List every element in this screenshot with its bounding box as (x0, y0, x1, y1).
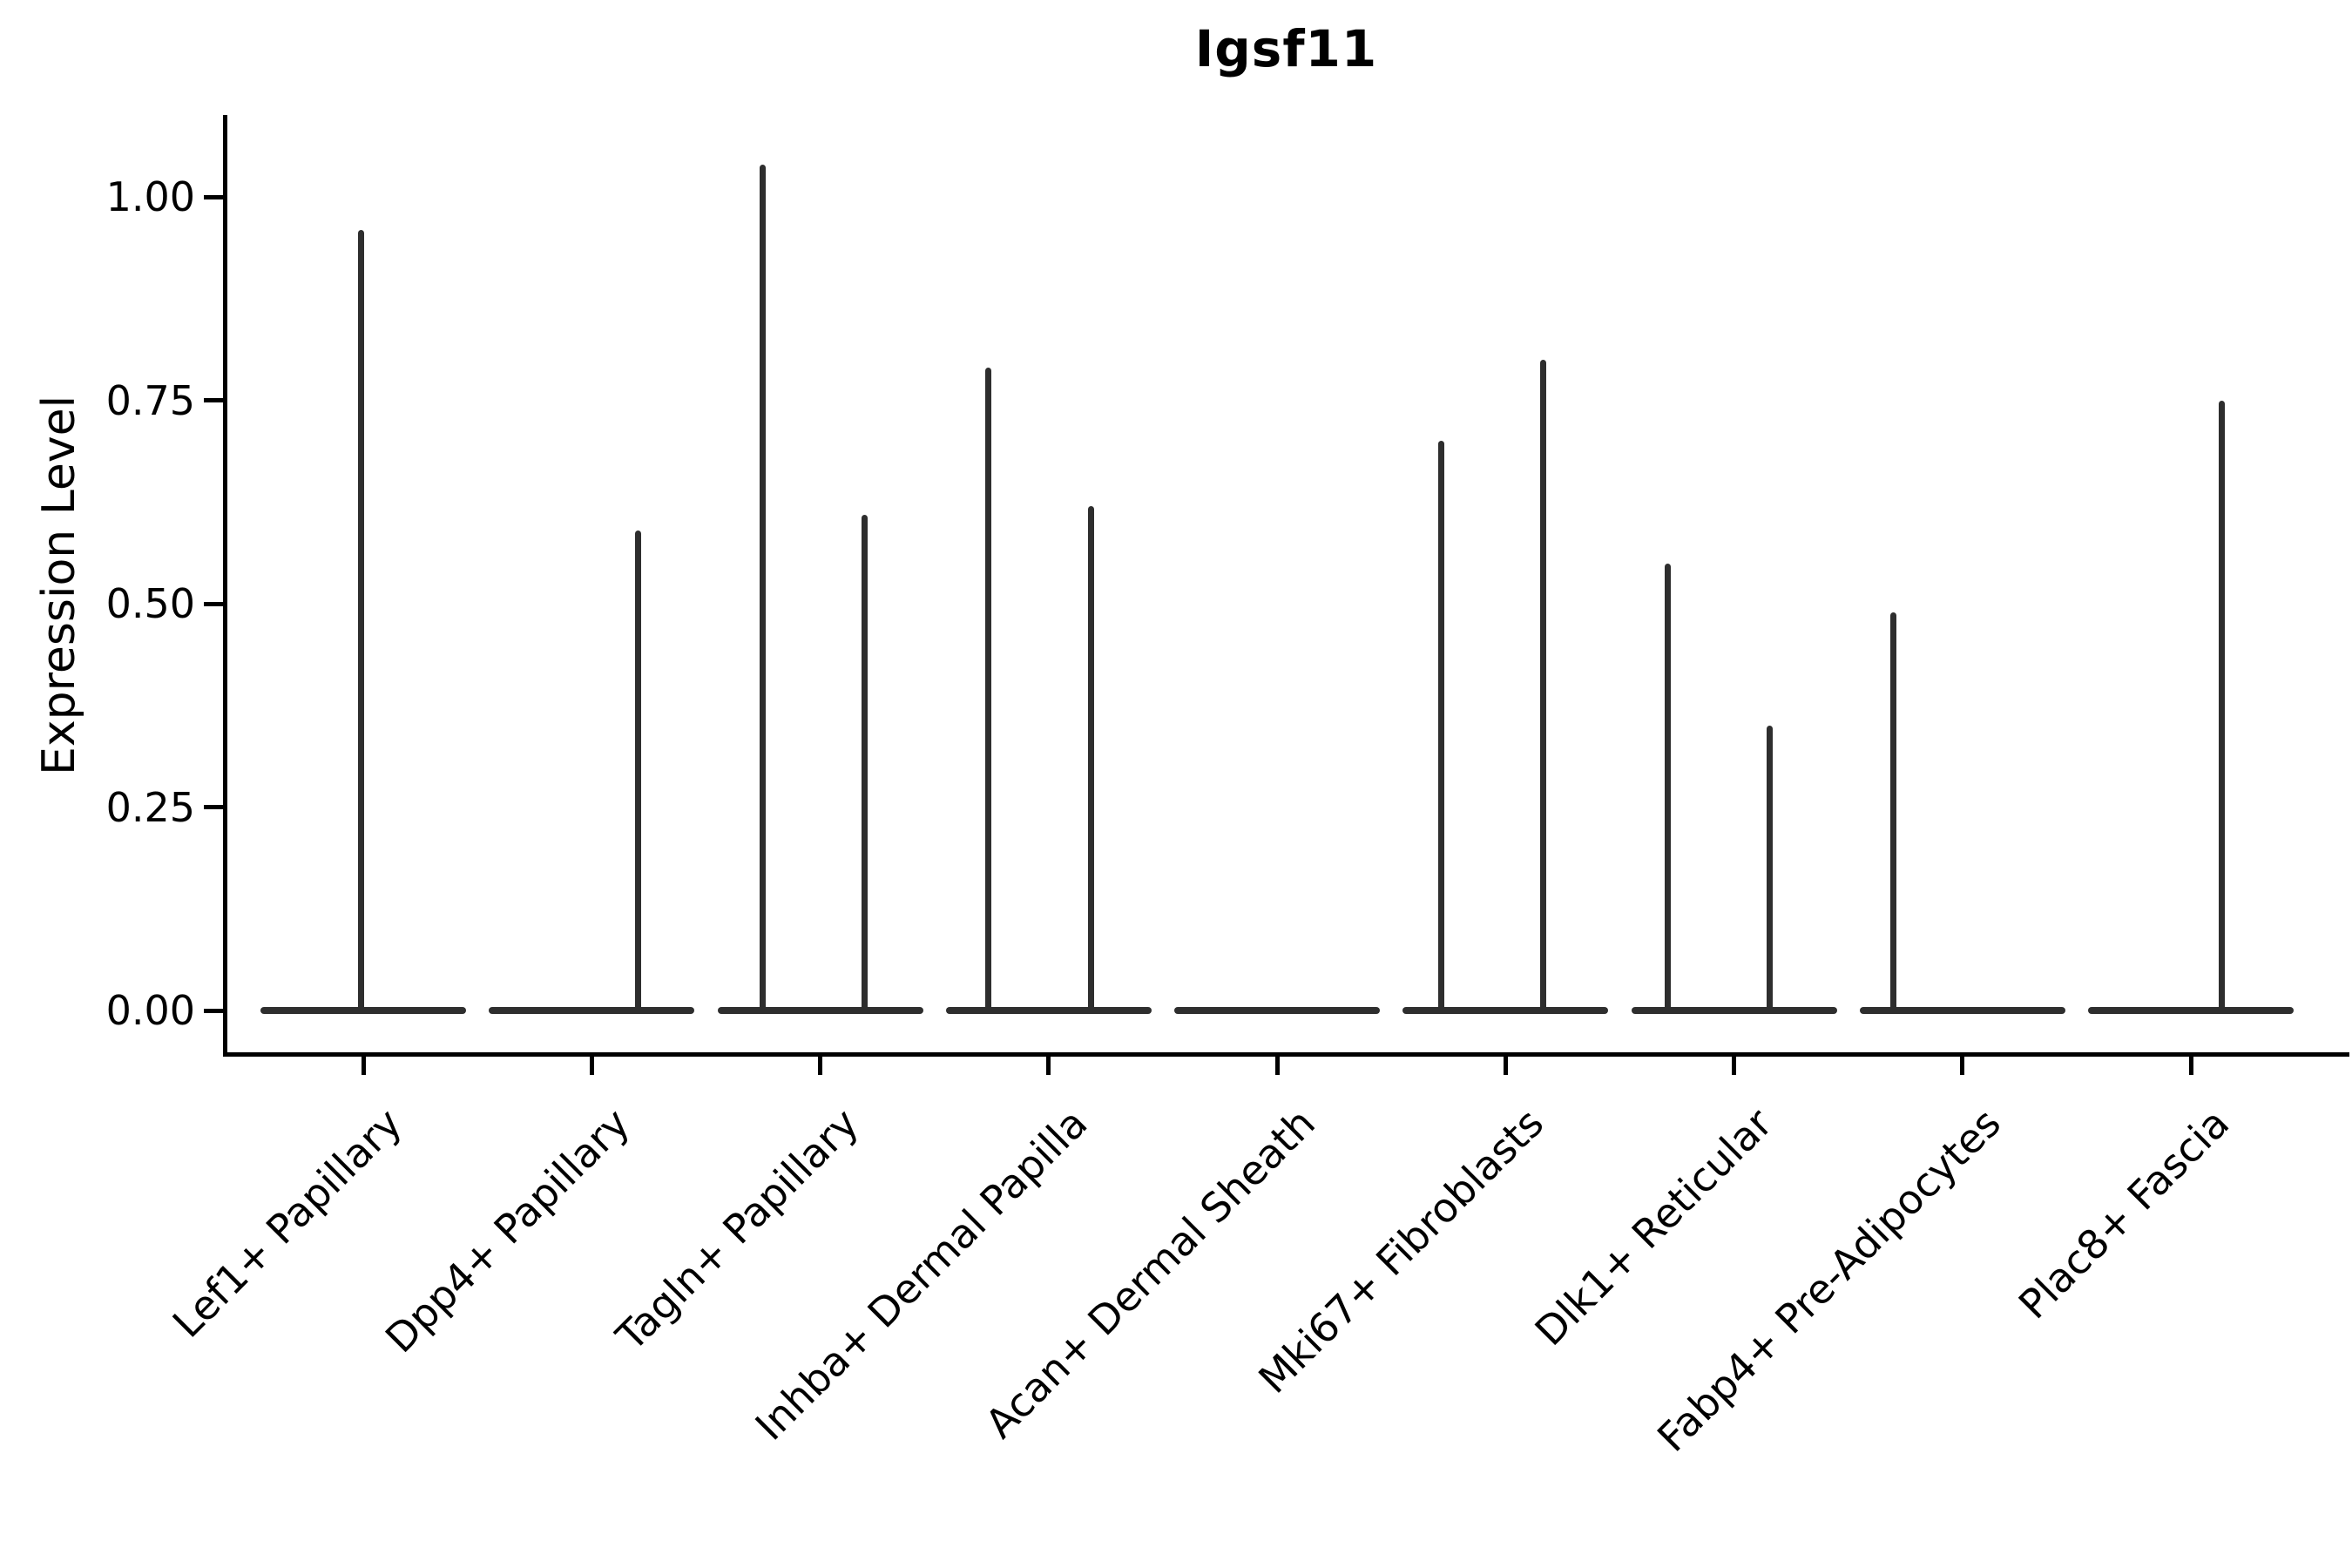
violin-spike (862, 514, 868, 1012)
y-tick-label: 0.75 (105, 376, 195, 424)
y-tick (204, 805, 223, 810)
violin-baseline (1174, 1007, 1380, 1014)
violin-spike (1437, 441, 1444, 1012)
violin-spike (1539, 360, 1546, 1012)
violin-spike (985, 368, 992, 1012)
violin-baseline (1402, 1007, 1609, 1014)
violin-baseline (489, 1007, 695, 1014)
violin-spike (357, 229, 364, 1012)
violin-baseline (1859, 1007, 2065, 1014)
x-tick (1960, 1054, 1965, 1075)
x-tick (818, 1054, 822, 1075)
y-tick-label: 0.00 (105, 987, 195, 1034)
y-tick-label: 0.50 (105, 580, 195, 628)
y-tick-label: 1.00 (105, 173, 195, 221)
x-axis-spine (223, 1052, 2349, 1057)
violin-baseline (1631, 1007, 1837, 1014)
x-tick-label: Lef1+ Papillary (163, 1099, 411, 1347)
y-tick (204, 398, 223, 403)
violin-spike (634, 531, 641, 1012)
violin-spike (1890, 612, 1897, 1012)
x-tick (589, 1054, 594, 1075)
x-tick-label: Dpp4+ Papillary (376, 1099, 639, 1362)
y-tick (204, 194, 223, 199)
chart-title: Igsf11 (1194, 19, 1378, 78)
violin-baseline (945, 1007, 1152, 1014)
y-tick (204, 601, 223, 606)
violin-baseline (717, 1007, 923, 1014)
violin-spike (1088, 506, 1095, 1012)
x-tick (1274, 1054, 1280, 1075)
x-tick (1046, 1054, 1051, 1075)
x-tick-label: Dlk1+ Reticular (1525, 1099, 1781, 1355)
violin-spike (1767, 726, 1773, 1012)
x-tick-label: Tagln+ Papillary (606, 1099, 868, 1360)
y-axis-spine (223, 115, 227, 1057)
x-tick (1503, 1054, 1508, 1075)
x-tick (361, 1054, 366, 1075)
violin-spike (1665, 563, 1671, 1012)
y-tick (204, 1008, 223, 1013)
x-tick (2188, 1054, 2193, 1075)
y-tick-label: 0.25 (105, 783, 195, 831)
x-tick (1732, 1054, 1736, 1075)
violin-baseline (2088, 1007, 2294, 1014)
violin-spike (760, 165, 766, 1012)
x-tick-label: Plac8+ Fascia (2009, 1099, 2239, 1328)
violin-spike (2218, 400, 2225, 1012)
